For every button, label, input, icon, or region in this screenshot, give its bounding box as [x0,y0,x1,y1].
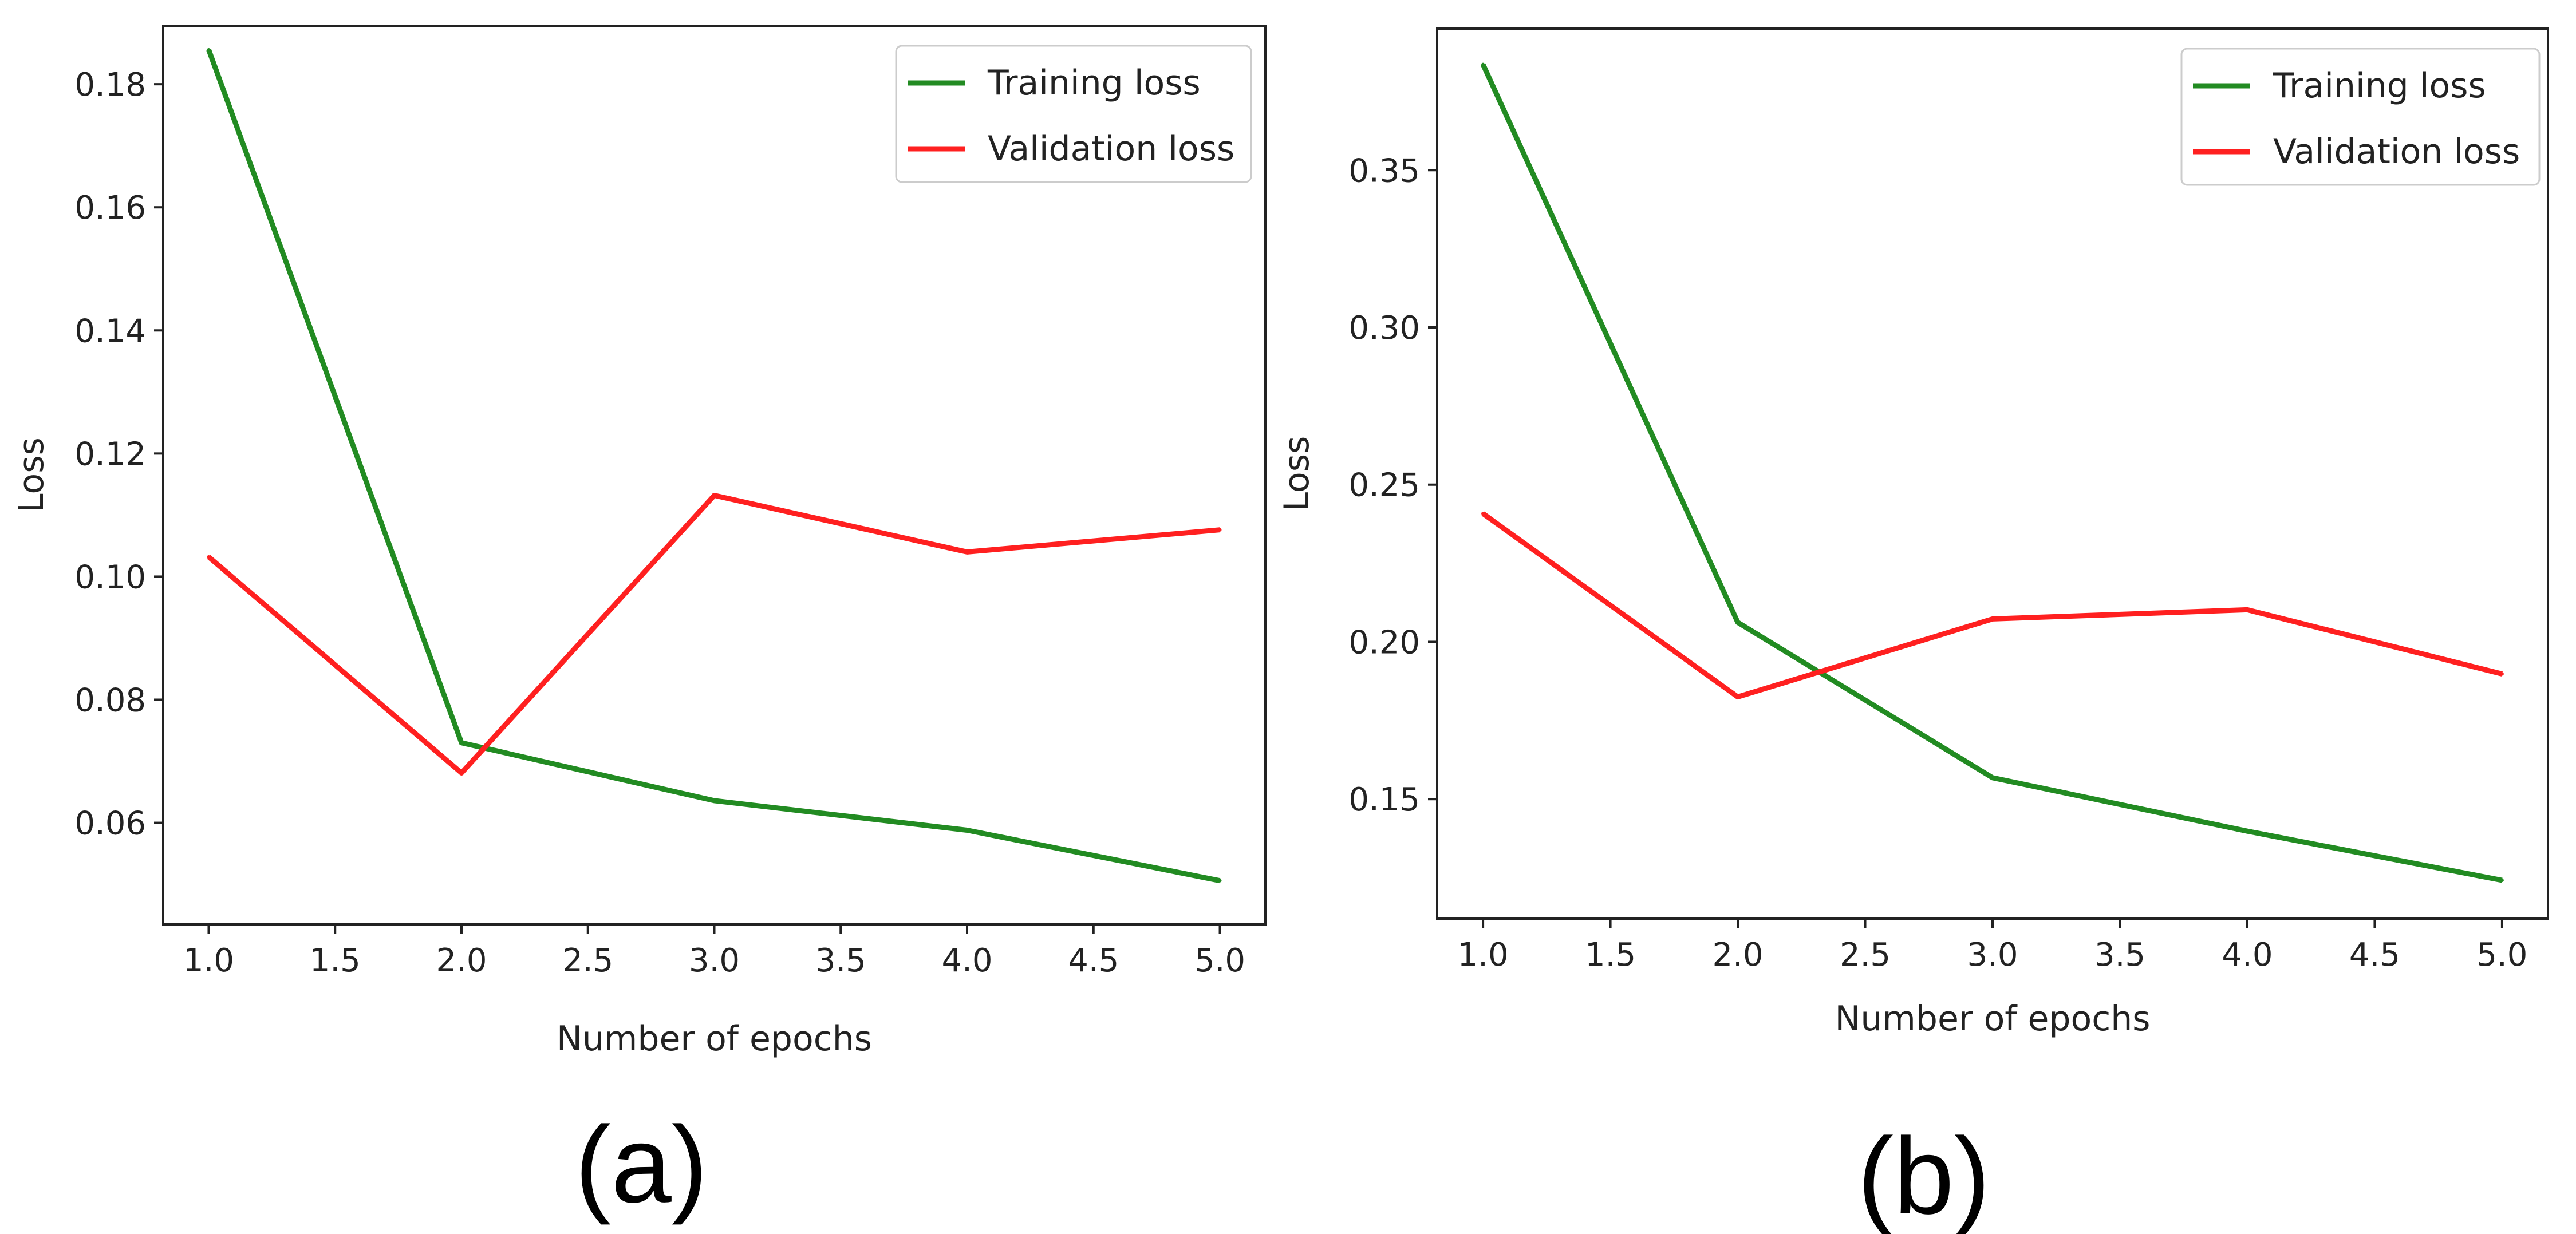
data-point [1218,879,1222,883]
legend-entry: Training loss [2273,66,2486,106]
data-point [712,493,716,497]
data-point [1481,512,1485,516]
x-tick-label: 2.5 [1840,936,1891,974]
y-tick-label: 0.20 [1348,624,1420,661]
x-tick-label: 4.0 [941,942,992,979]
data-point [965,550,969,554]
x-tick-label: 3.5 [815,942,866,979]
y-tick-label: 0.08 [74,682,146,719]
x-tick-label: 5.0 [1194,942,1245,979]
y-tick-label: 0.15 [1348,781,1420,818]
series-line-validation-loss [207,493,1220,776]
y-tick-label: 0.35 [1348,152,1420,189]
y-axis-label: Loss [11,437,52,513]
y-tick-label: 0.25 [1348,467,1420,504]
y-axis-label: Loss [1277,436,1317,512]
x-tick-label: 3.5 [2094,936,2145,974]
panel-label: (b) [1857,1116,1990,1234]
legend-entry: Training loss [987,63,1201,103]
data-point [2500,878,2504,882]
y-tick-label: 0.06 [74,805,146,843]
data-point [1736,695,1740,699]
data-point [1481,62,1485,66]
data-point [207,48,211,52]
data-point [1991,776,1994,780]
legend-box [2180,48,2541,186]
x-tick-label: 1.5 [310,942,361,979]
data-point [2500,672,2504,676]
legend-entry: Validation loss [2273,132,2520,172]
x-tick-label: 3.0 [689,942,740,979]
legend-box [895,45,1252,183]
legend: Training loss Validation loss [2180,48,2541,186]
x-tick-label: 2.0 [1713,936,1764,974]
data-point [1736,620,1740,624]
x-tick-label: 4.5 [1068,942,1119,979]
series-line-training-loss [1481,63,2503,883]
panel-label: (a) [575,1104,708,1225]
data-point [712,798,716,802]
y-tick-label: 0.10 [74,559,146,596]
x-tick-label: 4.0 [2222,936,2273,974]
data-point [2245,829,2249,833]
y-tick-label: 0.16 [74,189,146,227]
data-point [2245,608,2249,612]
y-tick-label: 0.14 [74,313,146,350]
data-point [965,828,969,832]
x-tick-label: 5.0 [2476,936,2527,974]
x-tick-label: 3.0 [1967,936,2018,974]
y-tick-label: 0.30 [1348,310,1420,347]
chart-panel-b: 1.0 1.5 2.0 2.5 3.0 3.5 4.0 4.5 5.0 0.15 0.20 0.25 0… [1277,27,2549,1234]
x-tick-label: 1.0 [183,942,234,979]
x-tick-label: 2.5 [562,942,613,979]
y-tick-label: 0.12 [74,436,146,473]
data-point [1218,528,1222,532]
series-line-validation-loss [1481,511,2503,700]
chart-panel-a: 1.0 1.5 2.0 2.5 3.0 3.5 4.0 4.5 5.0 0.06 0.08 0.10 0… [11,25,1267,1225]
legend: Training loss Validation loss [895,45,1252,183]
x-axis-label: Number of epochs [557,1019,872,1059]
data-point [1991,617,1994,621]
x-tick-label: 2.0 [436,942,487,979]
x-tick-label: 4.5 [2349,936,2400,974]
x-tick-label: 1.5 [1585,936,1636,974]
data-point [459,771,463,775]
data-point [459,741,463,745]
data-point [207,555,211,559]
legend-entry: Validation loss [988,129,1234,169]
x-axis-label: Number of epochs [1835,999,2151,1039]
y-tick-label: 0.18 [74,66,146,104]
x-tick-label: 1.0 [1458,936,1509,974]
